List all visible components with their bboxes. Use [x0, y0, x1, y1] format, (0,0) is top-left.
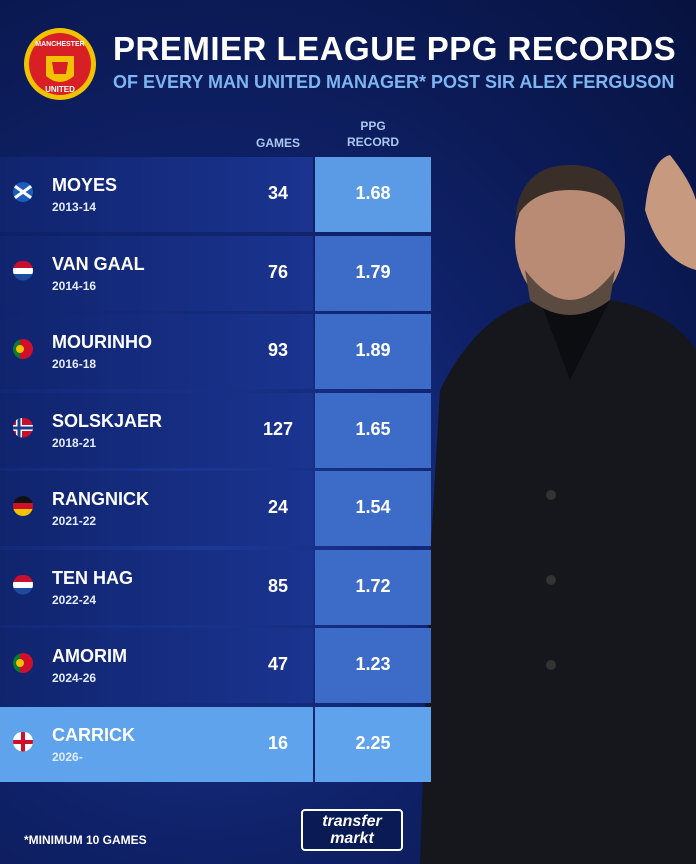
tenure-years: 2016-18	[52, 357, 97, 371]
table-row: TEN HAG 2022-24 85 1.72	[0, 549, 431, 625]
ppg-cell-background	[315, 471, 431, 546]
ppg-cell-background	[315, 314, 431, 389]
flag	[9, 732, 37, 757]
manager-name: AMORIM	[52, 646, 127, 666]
flag	[9, 261, 37, 286]
games-count: 16	[267, 732, 289, 753]
row-background	[0, 471, 313, 546]
games-count: 76	[267, 261, 289, 282]
flag	[9, 653, 37, 678]
brand-line: markt	[330, 830, 374, 847]
flag-icon	[9, 182, 37, 202]
flag-icon	[9, 732, 37, 752]
games-count: 34	[267, 183, 289, 203]
flag	[9, 496, 37, 521]
flag	[9, 418, 37, 443]
table-row: AMORIM 2024-26 47 1.23	[0, 628, 431, 703]
games-count: 93	[267, 340, 289, 360]
games-count: 85	[267, 575, 289, 596]
table-row: VAN GAAL 2014-16 76 1.79	[0, 235, 431, 311]
row-background	[0, 392, 313, 468]
flag-icon	[9, 261, 37, 281]
crest-bottom: UNITED	[45, 85, 75, 94]
flag-icon	[9, 496, 37, 516]
flag-icon	[9, 339, 37, 359]
tenure-years: 2018-21	[52, 435, 97, 450]
ppg-cell-background	[315, 706, 431, 782]
manager-name: SOLSKJAER	[52, 410, 163, 431]
ppg-value: 1.89	[355, 340, 391, 360]
flag-icon	[9, 418, 37, 438]
ppg-cell-background	[315, 549, 431, 625]
manager-name: VAN GAAL	[52, 253, 145, 274]
manager-name: MOURINHO	[52, 332, 152, 352]
ppg-cell-background	[315, 157, 431, 232]
table-row: MOURINHO 2016-18 93 1.89	[0, 314, 431, 389]
flag-icon	[9, 653, 37, 673]
flag-icon	[9, 575, 37, 595]
row-background	[0, 628, 313, 703]
tenure-years: 2022-24	[52, 592, 97, 607]
table-row: SOLSKJAER 2018-21 127 1.65	[0, 392, 431, 468]
row-background	[0, 314, 313, 389]
row-background	[0, 706, 313, 782]
tenure-years: 2026-	[52, 749, 83, 764]
manager-name: TEN HAG	[52, 567, 133, 588]
row-background	[0, 235, 313, 311]
manager-name: MOYES	[52, 175, 118, 195]
flag	[9, 575, 37, 600]
table-row: CARRICK 2026- 16 2.25	[0, 706, 431, 782]
manager-photo	[420, 155, 696, 864]
column-header: PPG RECORD	[346, 119, 399, 149]
manager-name: RANGNICK	[52, 489, 149, 509]
tenure-years: 2024-26	[52, 671, 97, 685]
footnote: *MINIMUM 10 GAMES	[24, 833, 147, 847]
club-crest: MANCHESTER UNITED	[24, 28, 96, 100]
row-background	[0, 549, 313, 625]
brand-line: transfer	[322, 813, 382, 830]
flag	[9, 339, 37, 364]
tenure-years: 2014-16	[52, 278, 97, 293]
title: PREMIER LEAGUE PPG RECORDS	[113, 30, 677, 67]
flag	[9, 182, 37, 207]
table-row: RANGNICK 2021-22 24 1.54	[0, 471, 431, 546]
column-header: GAMES	[255, 136, 300, 150]
games-count: 24	[267, 497, 289, 517]
ppg-value: 1.72	[355, 575, 391, 596]
ppg-value: 1.23	[355, 654, 391, 674]
ppg-value: 1.68	[355, 183, 391, 203]
tenure-years: 2021-22	[52, 514, 97, 528]
games-count: 127	[262, 418, 294, 439]
ppg-cell-background	[315, 235, 431, 311]
row-background	[0, 157, 313, 232]
table-row: MOYES 2013-14 34 1.68	[0, 157, 431, 232]
tenure-years: 2013-14	[52, 200, 97, 214]
brand-logo: transfer markt	[301, 809, 403, 851]
ppg-cell-background	[315, 628, 431, 703]
ppg-value: 1.54	[355, 497, 391, 517]
subtitle: OF EVERY MAN UNITED MANAGER* POST SIR AL…	[113, 72, 675, 92]
manager-name: CARRICK	[52, 724, 135, 745]
crest-top: MANCHESTER	[35, 41, 84, 48]
ppg-cell-background	[315, 392, 431, 468]
ppg-value: 1.65	[355, 418, 391, 439]
ppg-value: 1.79	[355, 261, 391, 282]
games-count: 47	[267, 654, 289, 674]
ppg-value: 2.25	[355, 732, 391, 753]
